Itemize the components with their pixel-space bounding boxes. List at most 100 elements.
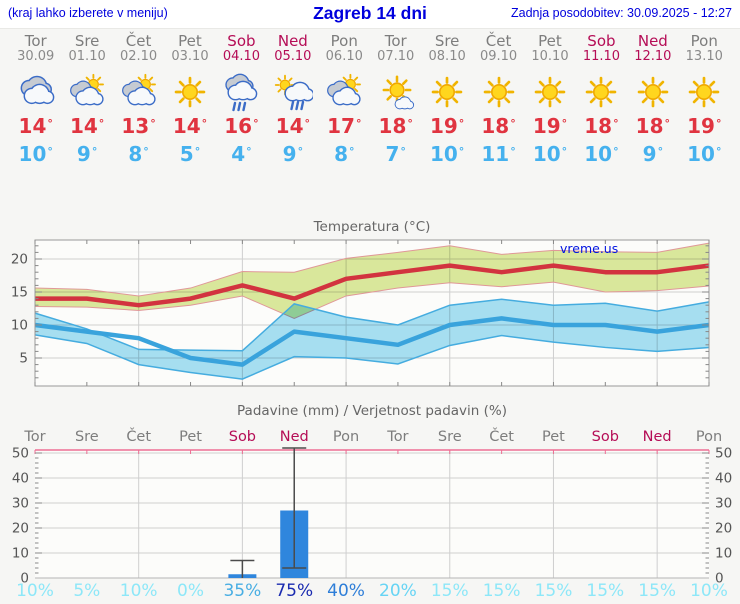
cloudy-icon (10, 72, 61, 112)
temperature-chart: 5 10 15 20 Temperatura (°C) (0, 215, 740, 400)
svg-text:30: 30 (715, 496, 732, 512)
precip-day-label: Ned (280, 429, 309, 445)
precip-probability: 10% (16, 581, 54, 600)
temperature-chart-title: Temperatura (°C) (313, 219, 431, 235)
precip-day-label: Čet (126, 427, 151, 445)
svg-text:5: 5 (19, 351, 28, 367)
svg-text:0: 0 (715, 571, 724, 587)
max-temp-value: 14° (69, 114, 105, 138)
max-temp-value: 18° (635, 114, 671, 138)
precip-day-label: Sre (75, 429, 99, 445)
day-names-row: Tor Sre Čet Pet Sob Ned Pon Tor Sre Čet Pet Sob Ned P… (10, 32, 730, 50)
sun-cloud-icon (61, 72, 112, 112)
precipitation-chart-title: Padavine (mm) / Verjetnost padavin (%) (237, 403, 507, 419)
max-temp-value: 18° (481, 114, 516, 138)
min-temp-value: 8° (334, 142, 355, 166)
sun-rain-icon (267, 72, 318, 112)
svg-text:20: 20 (11, 252, 28, 268)
day-date: 10.10 (531, 49, 569, 64)
sun-cloud-icon (319, 72, 370, 112)
weather-icons-row (10, 72, 730, 112)
svg-text:50: 50 (715, 446, 732, 462)
precip-probability: 15% (535, 581, 573, 600)
max-temp-value: 14° (172, 114, 208, 138)
precip-day-label: Čet (489, 427, 514, 445)
day-name: Sre (74, 32, 100, 50)
precip-probability: 0% (177, 581, 204, 600)
precip-day-label: Pon (333, 429, 359, 445)
min-temps-row: 10° 9° 8° 5° 4° 9° 8° 7° 10° 11° 10° 10° 9° 10° (10, 142, 730, 166)
min-temp-value: 4° (231, 142, 252, 166)
svg-text:10: 10 (12, 546, 29, 562)
svg-text:50: 50 (12, 446, 29, 462)
precip-probability: 15% (638, 581, 676, 600)
max-temp-value: 18° (584, 114, 619, 138)
svg-text:10: 10 (715, 546, 732, 562)
day-date: 11.10 (582, 49, 621, 64)
precip-probability: 10% (120, 581, 158, 600)
day-name: Pon (330, 32, 358, 50)
svg-text:40: 40 (12, 471, 29, 487)
svg-text:15: 15 (11, 285, 28, 301)
day-date: 09.10 (479, 49, 518, 64)
svg-text:10: 10 (11, 318, 28, 334)
precip-probability: 40% (327, 581, 365, 600)
min-temp-value: 10° (584, 142, 619, 166)
day-date: 05.10 (274, 49, 312, 64)
last-update: Zadnja posodobitev: 30.09.2025 - 12:27 (510, 6, 732, 20)
sun-small-cloud-icon (370, 72, 421, 112)
day-date: 06.10 (325, 49, 363, 64)
day-name: Čet (125, 32, 152, 50)
max-temp-value: 19° (687, 114, 722, 138)
day-date: 02.10 (119, 49, 158, 64)
day-name: Pet (538, 32, 562, 50)
precip-probability: 15% (483, 581, 521, 600)
sunny-icon (524, 72, 575, 112)
min-temp-value: 9° (642, 142, 664, 166)
sunny-icon (164, 72, 215, 112)
day-date: 07.10 (377, 49, 415, 64)
day-date: 08.10 (428, 49, 466, 64)
min-temp-value: 11° (481, 142, 516, 166)
max-temp-value: 14° (18, 114, 53, 138)
precip-day-label: Pet (179, 429, 202, 445)
svg-text:30: 30 (12, 496, 29, 512)
precip-day-label: Sre (438, 429, 462, 445)
day-name: Tor (384, 32, 407, 50)
precip-day-label: Sob (592, 429, 619, 445)
day-name: Sob (227, 32, 256, 50)
day-date: 30.09 (17, 49, 55, 64)
precipitation-chart: Padavine (mm) / Verjetnost padavin (%) To… (0, 400, 740, 601)
precip-probability: 10% (690, 581, 728, 600)
location-hint[interactable]: (kraj lahko izberete v meniju) (8, 6, 168, 20)
svg-text:20: 20 (715, 521, 732, 537)
precip-probability: 35% (223, 581, 261, 600)
min-temp-value: 9° (282, 142, 304, 166)
vreme-us-link[interactable]: vreme.us (560, 241, 619, 256)
day-date: 12.10 (634, 49, 672, 64)
precip-day-label: Tor (386, 429, 408, 445)
day-date: 13.10 (685, 49, 723, 64)
day-name: Čet (485, 32, 512, 50)
svg-text:20: 20 (12, 521, 29, 537)
max-temp-value: 16° (224, 114, 259, 138)
sun-cloud-icon (113, 72, 164, 112)
max-temp-value: 13° (121, 114, 156, 138)
precip-day-label: Pet (542, 429, 565, 445)
min-temp-value: 10° (687, 142, 722, 166)
header-bar: (kraj lahko izberete v meniju) Zagreb 14… (0, 0, 740, 29)
day-name: Sre (434, 32, 460, 50)
day-name: Sob (587, 32, 616, 50)
precip-probability: 15% (586, 581, 624, 600)
day-date: 03.10 (171, 49, 209, 64)
max-temp-value: 19° (429, 114, 465, 138)
precip-day-label: Pon (696, 429, 722, 445)
max-temps-row: 14° 14° 13° 14° 16° 14° 17° 18° 19° 18° 19° 18° 18° 1… (10, 114, 730, 138)
max-temp-value: 14° (275, 114, 311, 138)
min-temp-value: 10° (532, 142, 568, 166)
min-temp-value: 5° (179, 142, 201, 166)
precip-probability: 15% (431, 581, 469, 600)
precip-probability: 5% (73, 581, 100, 600)
day-date: 01.10 (68, 49, 106, 64)
page-title: Zagreb 14 dni (313, 3, 427, 23)
